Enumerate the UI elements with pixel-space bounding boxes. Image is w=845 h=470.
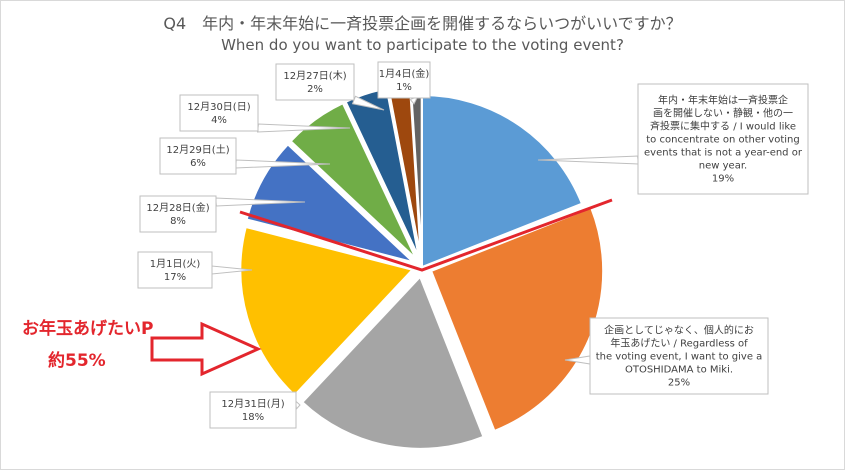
pie-slice <box>245 143 414 264</box>
pie-slice <box>239 225 415 397</box>
data-label-percent: 18% <box>242 412 264 423</box>
data-label-text: 12月27日(木) <box>283 70 346 82</box>
data-label-callout: 12月28日(金) 8% <box>139 195 306 233</box>
data-label-percent: 6% <box>190 158 206 169</box>
data-label-text: 企画としてじゃなく、個人的にお <box>604 324 754 337</box>
label-box <box>137 251 213 289</box>
data-label-text: new year. <box>699 161 747 172</box>
data-label-callout: 1月4日(金) 1% <box>377 61 431 105</box>
chart-title-english: When do you want to participate to the v… <box>221 36 624 54</box>
data-label-text: 12月29日(土) <box>166 143 229 156</box>
annotation-label: お年玉あげたいP <box>22 319 154 339</box>
data-label-text: 12月30日(日) <box>187 101 250 113</box>
label-box <box>589 317 769 395</box>
data-label-text: to concentrate on other voting <box>646 135 799 146</box>
data-label-callout: 12月29日(土) 6% <box>159 137 331 175</box>
chart-title-japanese: Q4 年内・年末年始に一斉投票企画を開催するならいつがいいですか？ <box>163 14 682 33</box>
data-label-text: 1月1日(火) <box>150 258 201 270</box>
annotation-divider-line <box>239 198 613 272</box>
data-label-percent: 2% <box>307 84 323 95</box>
data-label-percent: 25% <box>668 378 690 389</box>
data-label-text: OTOSHIDAMA to Miki. <box>625 365 733 376</box>
label-box <box>179 94 259 132</box>
label-box <box>209 391 297 429</box>
label-box <box>275 63 355 101</box>
data-label-text: events that is not a year-end or <box>644 148 803 159</box>
label-box <box>139 195 217 233</box>
data-label-text: 年玉あげたい / Regardless of <box>610 337 748 350</box>
data-label-callout: 12月31日(月) 18% <box>209 391 301 429</box>
annotation-arrow <box>150 321 262 377</box>
data-label-callout: 1月1日(火) 17% <box>137 251 253 289</box>
data-label-text: 12月31日(月) <box>221 398 284 410</box>
pie-slice <box>289 101 418 260</box>
data-label-text: the voting event, I want to give a <box>596 352 763 363</box>
label-box <box>159 137 237 175</box>
data-label-percent: 19% <box>712 174 734 185</box>
data-label-percent: 1% <box>396 82 412 93</box>
data-label-percent: 8% <box>170 216 186 227</box>
data-label-text: 12月28日(金) <box>146 201 209 214</box>
data-label-text: 斉投票に集中する / I would like <box>650 120 796 133</box>
data-label-callout: 12月30日(日) 4% <box>179 94 351 133</box>
data-label-callout: 12月27日(木) 2% <box>275 63 385 111</box>
data-label-text: 年内・年末年始は一斉投票企 <box>658 94 788 107</box>
label-box <box>637 83 809 195</box>
pie-slice <box>429 206 605 433</box>
data-label-percent: 4% <box>211 115 227 126</box>
data-label-text: 画を開催しない・静観・他の一 <box>653 107 793 120</box>
label-box <box>377 61 431 99</box>
pie-slice <box>421 93 584 269</box>
data-label-text: 1月4日(金) <box>379 67 430 80</box>
pie-slice <box>300 274 485 450</box>
data-label-percent: 17% <box>164 272 186 283</box>
annotation-percent: 約55% <box>48 351 106 371</box>
